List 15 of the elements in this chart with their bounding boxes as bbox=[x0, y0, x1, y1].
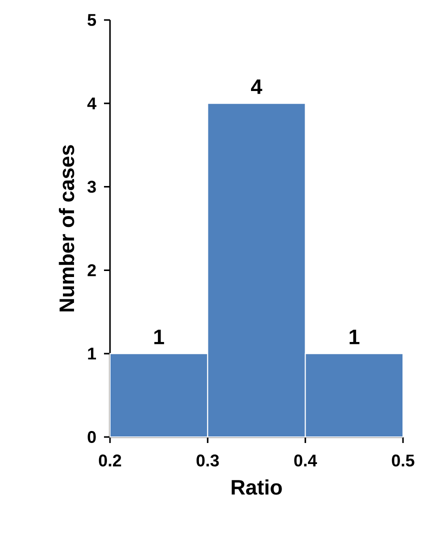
x-axis-title: Ratio bbox=[232, 479, 282, 495]
x-tick-label: 0.2 bbox=[98, 454, 122, 467]
y-tick-label: 5 bbox=[88, 14, 96, 26]
data-label: 4 bbox=[250, 79, 262, 94]
x-tick-label: 0.5 bbox=[392, 454, 414, 467]
y-tick-label: 4 bbox=[87, 98, 96, 110]
data-label: 1 bbox=[350, 330, 360, 344]
y-tick-label: 0 bbox=[88, 431, 96, 443]
x-tick-label: 0.4 bbox=[294, 454, 318, 467]
y-tick-label: 2 bbox=[88, 264, 96, 276]
y-tick-label: 1 bbox=[88, 348, 96, 360]
y-tick-label: 3 bbox=[87, 180, 96, 193]
y-axis-title: Number of cases bbox=[58, 145, 74, 312]
data-label: 1 bbox=[154, 330, 164, 344]
x-tick-label: 0.3 bbox=[196, 454, 219, 467]
